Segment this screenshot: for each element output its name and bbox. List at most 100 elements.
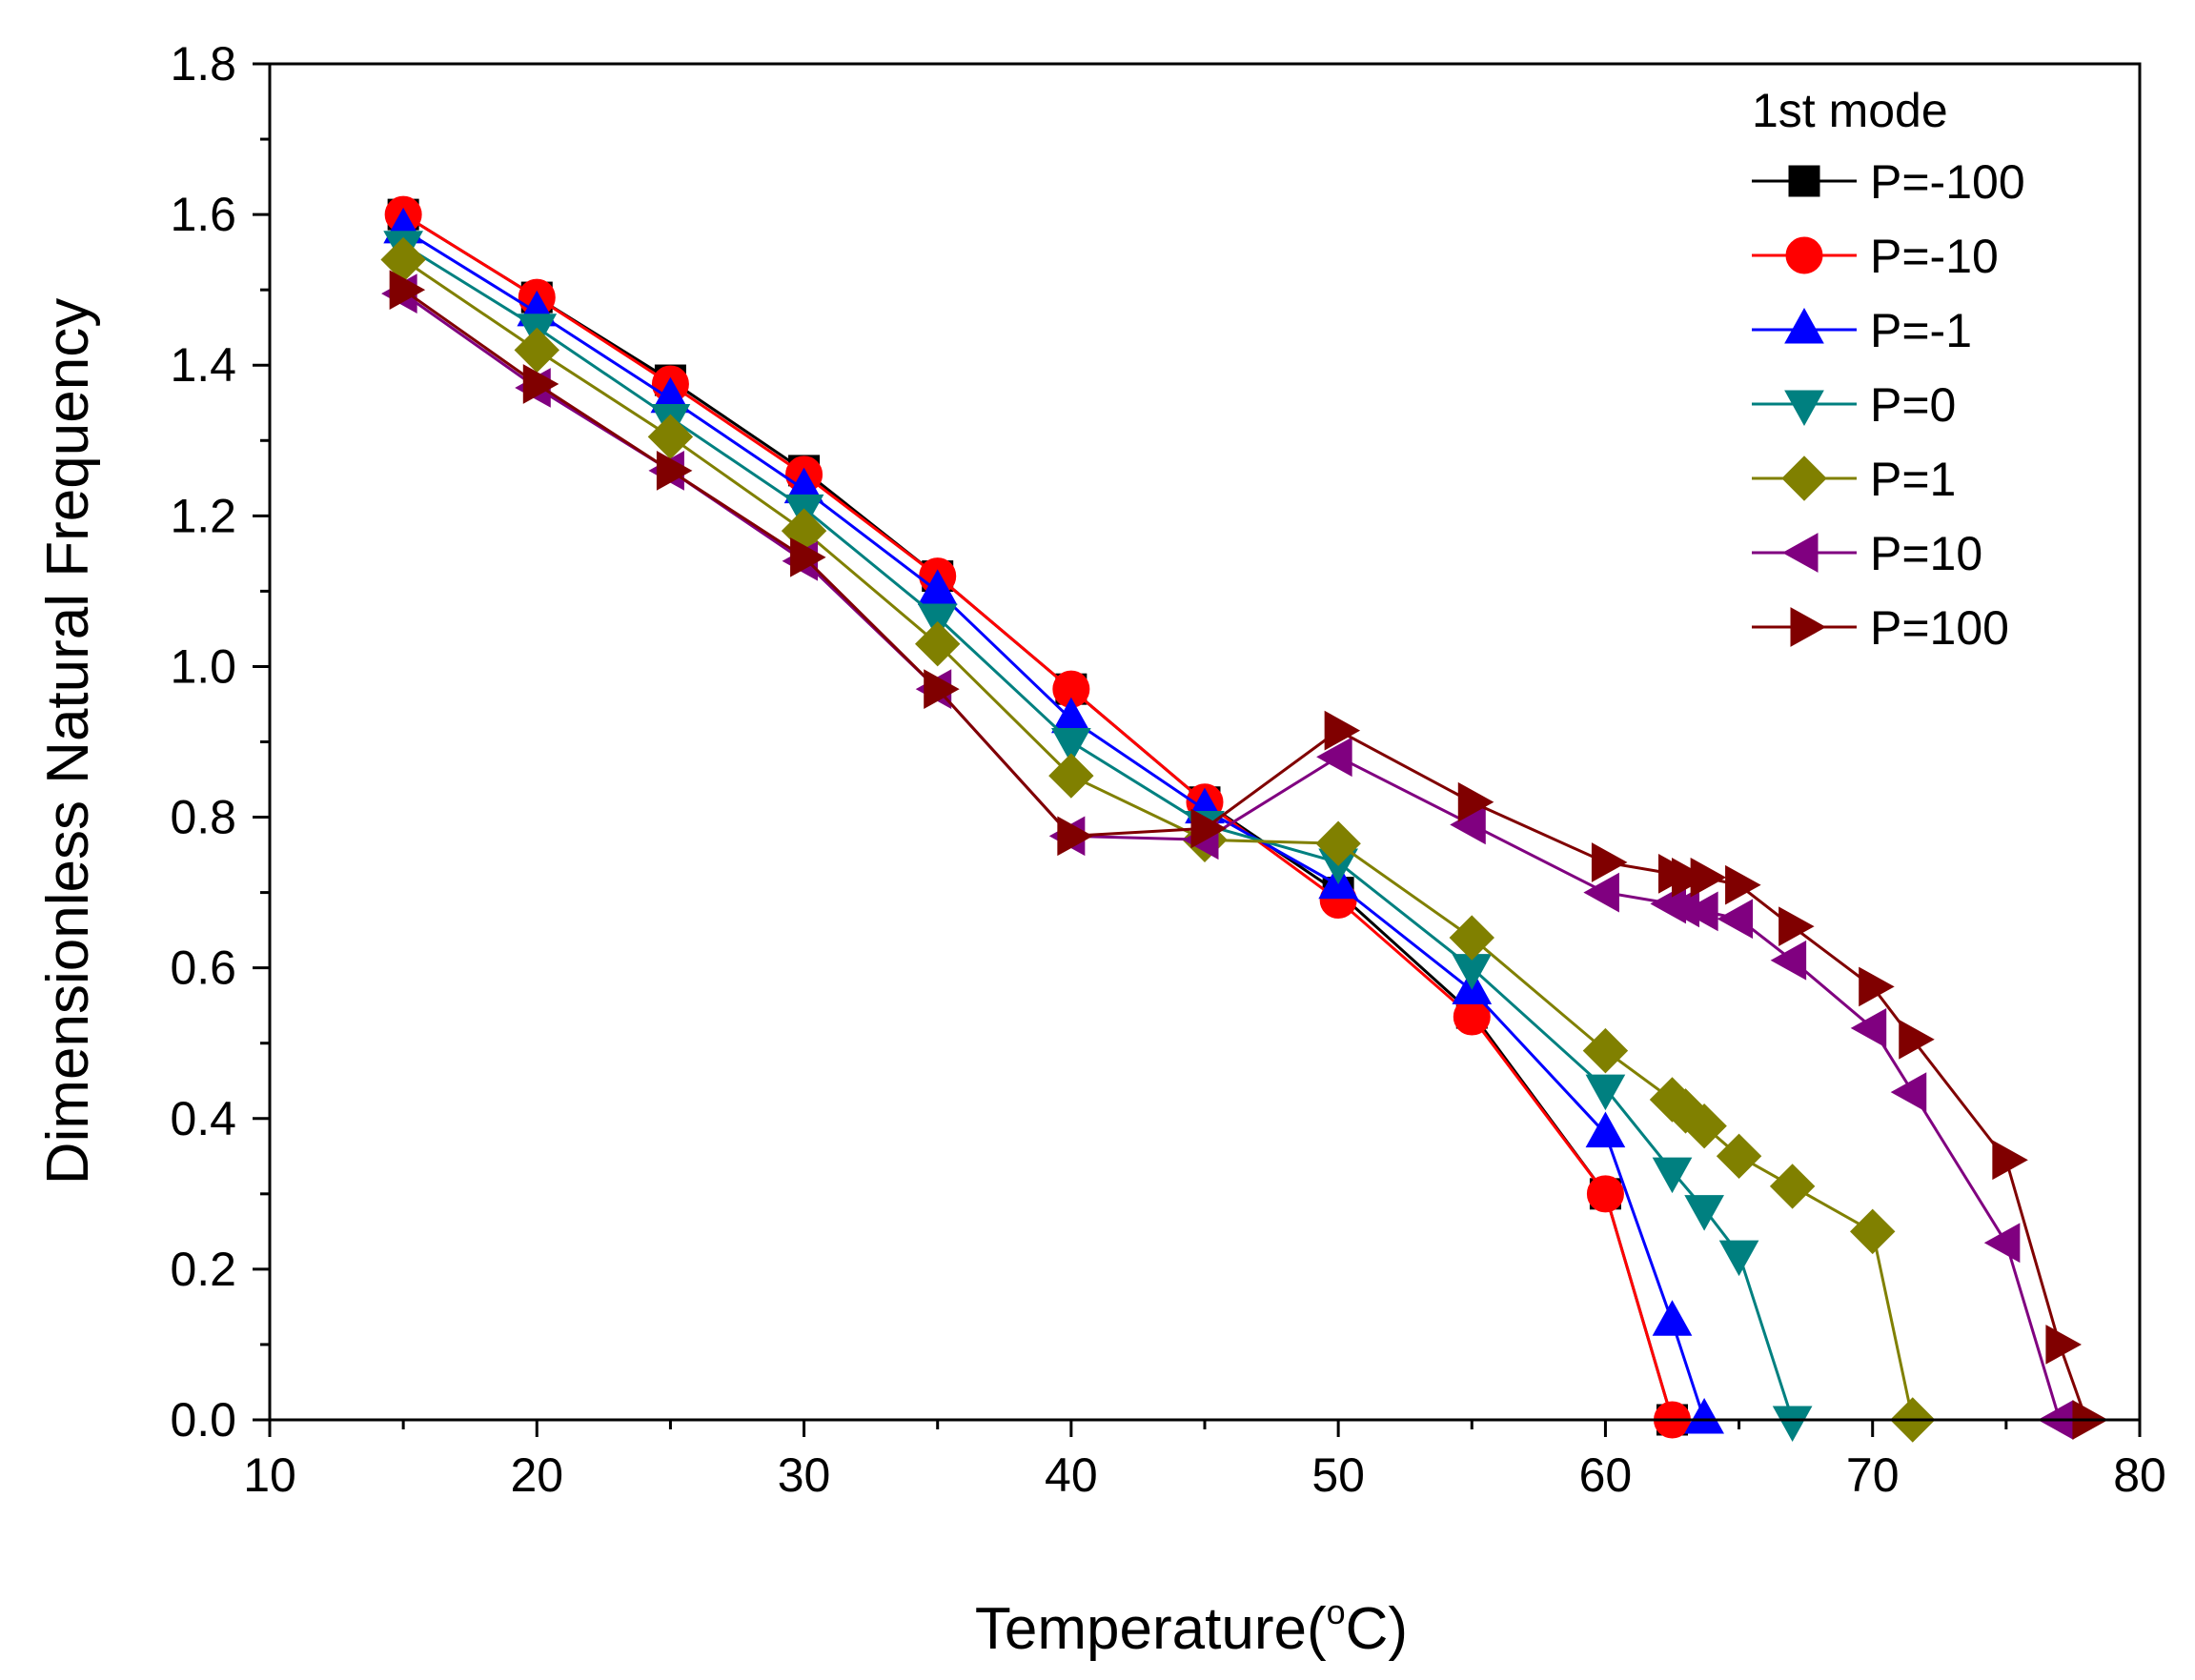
legend-label: P=-100 bbox=[1870, 155, 2025, 209]
data-point-p1 bbox=[1449, 915, 1494, 961]
data-point-p1 bbox=[1716, 1133, 1762, 1180]
x-tick-label: 60 bbox=[1579, 1448, 1633, 1502]
data-point-p1 bbox=[1315, 820, 1361, 866]
data-point-p100 bbox=[1859, 966, 1895, 1007]
data-point-p100 bbox=[790, 536, 826, 577]
legend-item-pneg1: P=-1 bbox=[1752, 304, 1972, 357]
series-p100 bbox=[389, 270, 2108, 1440]
data-point-p100 bbox=[1778, 906, 1815, 947]
y-tick-label: 1.0 bbox=[170, 639, 236, 693]
x-tick-label: 50 bbox=[1311, 1448, 1365, 1502]
legend-items: P=-100 P=-10 P=-1 P=0 P=1 P=10 P=100 bbox=[1752, 155, 2025, 655]
series-line-p100 bbox=[402, 288, 2088, 1421]
legend-item-p0: P=0 bbox=[1752, 378, 1956, 432]
data-point-p1 bbox=[1850, 1208, 1896, 1255]
plot-series bbox=[380, 195, 2108, 1443]
x-tick-label: 10 bbox=[243, 1448, 296, 1502]
data-point-p0 bbox=[1684, 1195, 1724, 1231]
data-point-p10 bbox=[1770, 940, 1807, 981]
data-point-pneg1 bbox=[1585, 1111, 1626, 1148]
legend-marker-p1 bbox=[1781, 455, 1827, 501]
data-point-p1 bbox=[1048, 753, 1094, 799]
y-tick-label: 0.0 bbox=[170, 1393, 236, 1447]
y-tick-label: 1.4 bbox=[170, 338, 236, 392]
legend-marker-p100 bbox=[1790, 607, 1827, 647]
series-p1 bbox=[380, 236, 1936, 1443]
legend-marker-pneg1 bbox=[1784, 307, 1824, 344]
data-point-p100 bbox=[1324, 710, 1361, 751]
legend-marker-p0 bbox=[1784, 390, 1824, 427]
data-point-p0 bbox=[1772, 1406, 1813, 1443]
series-line-p10 bbox=[402, 292, 2062, 1421]
data-point-p10 bbox=[1890, 1072, 1927, 1112]
data-point-p10 bbox=[1983, 1223, 2021, 1264]
data-point-pneg1 bbox=[1652, 1300, 1693, 1336]
series-pneg100 bbox=[387, 198, 1688, 1436]
data-point-p100 bbox=[2045, 1325, 2082, 1365]
x-tick-label: 70 bbox=[1846, 1448, 1900, 1502]
legend-item-pneg100: P=-100 bbox=[1752, 155, 2025, 209]
y-axis-title: Dimensionless Natural Frequency bbox=[35, 298, 101, 1184]
x-tick-label: 80 bbox=[2113, 1448, 2166, 1502]
data-point-p100 bbox=[389, 270, 426, 311]
y-tick-label: 1.6 bbox=[170, 188, 236, 241]
legend-marker-p10 bbox=[1781, 533, 1819, 573]
y-tick-label: 0.2 bbox=[170, 1243, 236, 1296]
legend-label: P=-10 bbox=[1870, 230, 1999, 283]
axis-ticks bbox=[253, 62, 2142, 1437]
series-pneg10 bbox=[384, 195, 1691, 1439]
data-point-p1 bbox=[1582, 1027, 1629, 1074]
data-point-p0 bbox=[1718, 1240, 1759, 1277]
x-tick-label: 20 bbox=[510, 1448, 563, 1502]
x-axis-title-degree: o bbox=[1327, 1592, 1346, 1631]
data-point-p1 bbox=[1769, 1164, 1816, 1209]
legend-title: 1st mode bbox=[1752, 84, 1948, 137]
data-point-p100 bbox=[1725, 864, 1761, 905]
y-tick-label: 0.8 bbox=[170, 791, 236, 844]
legend-label: P=-1 bbox=[1870, 304, 1972, 357]
legend-item-p1: P=1 bbox=[1752, 453, 1956, 506]
legend-marker-pneg100 bbox=[1788, 165, 1820, 197]
y-tick-labels: 0.0 0.2 0.4 0.6 0.8 1.0 1.2 1.4 1.6 1.8 bbox=[170, 37, 236, 1447]
series-pneg1 bbox=[383, 207, 1724, 1434]
data-point-p1 bbox=[647, 414, 694, 460]
plot-frame bbox=[268, 62, 2142, 1422]
data-point-p1 bbox=[915, 621, 961, 667]
legend: 1st mode P=-100 P=-10 P=-1 P=0 P=1 P=10 P=100 bbox=[1752, 84, 2025, 655]
data-point-p100 bbox=[1190, 808, 1228, 849]
x-tick-label: 30 bbox=[778, 1448, 831, 1502]
data-point-pneg1 bbox=[1684, 1397, 1724, 1434]
data-point-p10 bbox=[1682, 891, 1718, 932]
data-point-p100 bbox=[1672, 857, 1708, 898]
data-point-p100 bbox=[1057, 816, 1093, 857]
data-point-p10 bbox=[1316, 737, 1352, 778]
legend-label: P=1 bbox=[1870, 453, 1956, 506]
data-point-p10 bbox=[1583, 872, 1619, 913]
legend-label: P=0 bbox=[1870, 378, 1956, 432]
data-point-p100 bbox=[1591, 842, 1628, 882]
x-axis-title-post: C) bbox=[1346, 1596, 1408, 1662]
data-point-p100 bbox=[1899, 1019, 1935, 1060]
data-point-p0 bbox=[1051, 728, 1091, 764]
series-line-pneg1 bbox=[402, 228, 1706, 1421]
legend-marker-pneg10 bbox=[1785, 236, 1823, 274]
data-point-p1 bbox=[514, 327, 559, 374]
data-point-p100 bbox=[1457, 781, 1494, 822]
x-tick-labels: 10 20 30 40 50 60 70 80 bbox=[243, 1448, 2166, 1502]
legend-label: P=100 bbox=[1870, 601, 2009, 655]
data-point-p100 bbox=[656, 451, 693, 491]
y-tick-label: 0.6 bbox=[170, 941, 236, 995]
data-point-pneg10 bbox=[1586, 1175, 1624, 1213]
data-point-p100 bbox=[1992, 1140, 2028, 1181]
x-axis-title: Temperature(oC) bbox=[975, 1592, 1408, 1662]
data-point-p0 bbox=[1652, 1157, 1693, 1194]
legend-item-p100: P=100 bbox=[1752, 601, 2009, 655]
data-point-p0 bbox=[1585, 1074, 1626, 1111]
x-tick-label: 40 bbox=[1045, 1448, 1098, 1502]
legend-item-p10: P=10 bbox=[1752, 527, 1982, 580]
data-point-p10 bbox=[1850, 1008, 1887, 1048]
legend-label: P=10 bbox=[1870, 527, 1982, 580]
data-point-p1 bbox=[1681, 1103, 1727, 1149]
y-tick-label: 0.4 bbox=[170, 1092, 236, 1145]
